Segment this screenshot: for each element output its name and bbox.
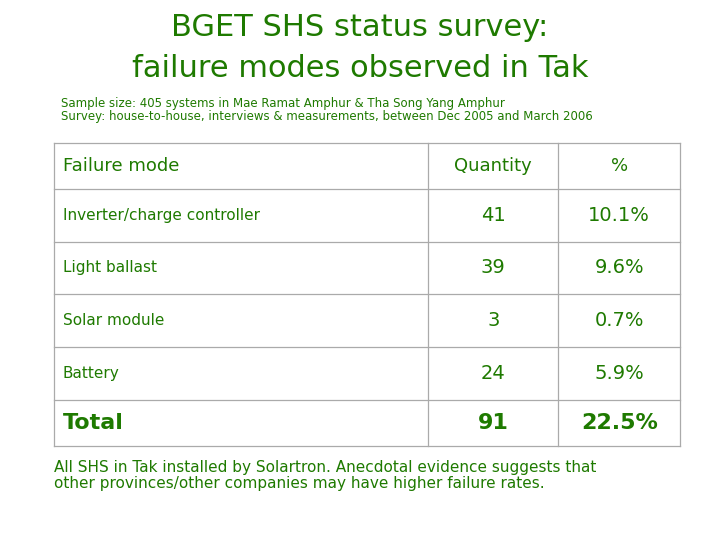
Text: 91: 91 [478, 413, 508, 433]
Text: Survey: house-to-house, interviews & measurements, between Dec 2005 and March 20: Survey: house-to-house, interviews & mea… [61, 110, 593, 123]
Text: Solar module: Solar module [63, 313, 164, 328]
Text: other provinces/other companies may have higher failure rates.: other provinces/other companies may have… [54, 476, 544, 491]
Text: failure modes observed in Tak: failure modes observed in Tak [132, 54, 588, 83]
Text: BGET SHS status survey:: BGET SHS status survey: [171, 14, 549, 43]
Text: Failure mode: Failure mode [63, 157, 179, 175]
Text: 3: 3 [487, 311, 500, 330]
Text: Sample size: 405 systems in Mae Ramat Amphur & Tha Song Yang Amphur: Sample size: 405 systems in Mae Ramat Am… [61, 97, 505, 110]
Text: Light ballast: Light ballast [63, 260, 157, 275]
Text: Total: Total [63, 413, 124, 433]
Text: Battery: Battery [63, 366, 120, 381]
Text: Inverter/charge controller: Inverter/charge controller [63, 208, 260, 223]
Text: 10.1%: 10.1% [588, 206, 650, 225]
Text: 24: 24 [481, 364, 505, 383]
Text: All SHS in Tak installed by Solartron. Anecdotal evidence suggests that: All SHS in Tak installed by Solartron. A… [54, 460, 596, 475]
Text: %: % [611, 157, 628, 175]
Text: Quantity: Quantity [454, 157, 532, 175]
Text: 5.9%: 5.9% [594, 364, 644, 383]
Text: 39: 39 [481, 259, 505, 278]
Text: 41: 41 [481, 206, 505, 225]
Text: 22.5%: 22.5% [581, 413, 657, 433]
Text: 0.7%: 0.7% [595, 311, 644, 330]
Text: 9.6%: 9.6% [595, 259, 644, 278]
